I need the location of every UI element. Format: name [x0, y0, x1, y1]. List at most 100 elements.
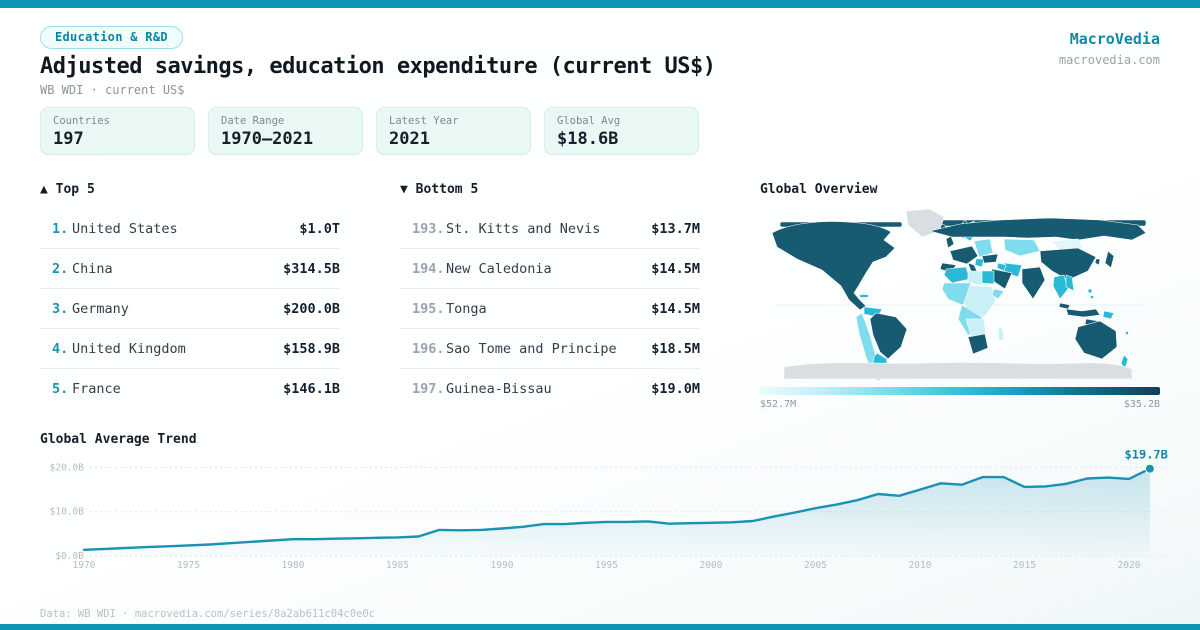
iraq [996, 262, 1007, 272]
table-row: 5. France $146.1B [40, 369, 340, 409]
rank-number: 194. [412, 260, 445, 277]
trend-heading: Global Average Trend [40, 432, 197, 447]
table-row: 1. United States $1.0T [40, 209, 340, 249]
country-name: Guinea-Bissau [446, 381, 552, 397]
south-africa [967, 333, 989, 355]
east-africa [963, 284, 997, 318]
rank-number: 193. [412, 220, 445, 237]
trend-line-chart: $0.0B $10.0B $20.0B 1970 1975 1980 1985 1990 199… [50, 450, 1168, 571]
indonesia [1065, 308, 1101, 318]
top5-list: 1. United States $1.0T 2. China $314.5B … [40, 209, 340, 409]
philippines-south [1090, 295, 1094, 299]
country-name: United Kingdom [72, 340, 186, 357]
united-kingdom [945, 235, 955, 249]
brand-domain: macrovedia.com [1058, 53, 1160, 67]
svg-text:1990: 1990 [491, 560, 514, 571]
horn-of-africa [991, 288, 1005, 300]
svg-text:2010: 2010 [909, 560, 932, 571]
rank-number: 1. [52, 220, 69, 237]
balkans [974, 258, 985, 268]
choropleth-legend-gradient [760, 387, 1160, 395]
top5-heading: ▲ Top 5 [40, 182, 95, 197]
country-name: Tonga [446, 300, 487, 317]
country-name: St. Kitts and Nevis [446, 220, 601, 237]
footer-source-text: Data: WB WDI · macrovedia.com/series/8a2… [40, 608, 376, 620]
svg-text:1995: 1995 [595, 560, 618, 571]
korea [1094, 258, 1101, 266]
central-asia [1003, 238, 1041, 257]
country-value: $1.0T [299, 220, 340, 237]
map-heading: Global Overview [760, 182, 878, 197]
bottom5-list: 193. St. Kitts and Nevis $13.7M 194. New… [400, 209, 700, 409]
brazil [869, 312, 908, 360]
stat-label: Countries [53, 115, 110, 127]
egypt [981, 270, 995, 285]
table-row: 195. Tonga $14.5M [400, 289, 700, 329]
madagascar [997, 326, 1005, 342]
svg-text:$20.0B: $20.0B [50, 462, 85, 473]
papua-new-guinea [1102, 310, 1115, 320]
new-caledonia [1125, 331, 1129, 335]
india [1021, 266, 1046, 300]
bottom5-heading: ▼ Bottom 5 [400, 182, 479, 197]
svg-text:2015: 2015 [1013, 560, 1036, 571]
country-value: $14.5M [651, 300, 700, 317]
stat-card-latest-year: Latest Year 2021 [376, 107, 531, 155]
global-overview-panel: Global Overview [760, 182, 1160, 410]
table-row: 197. Guinea-Bissau $19.0M [400, 369, 700, 409]
table-row: 193. St. Kitts and Nevis $13.7M [400, 209, 700, 249]
table-row: 4. United Kingdom $158.9B [40, 329, 340, 369]
brand-block: MacroVedia macrovedia.com [1059, 30, 1160, 67]
brand-name: MacroVedia [1069, 30, 1160, 48]
rank-number: 2. [52, 260, 69, 277]
top-accent-bar [0, 0, 1200, 8]
country-value: $18.5M [651, 340, 700, 357]
svg-text:$19.7B: $19.7B [1125, 450, 1168, 462]
country-value: $13.7M [651, 220, 700, 237]
country-name: China [72, 260, 113, 277]
country-name: France [72, 381, 121, 397]
svg-text:2005: 2005 [804, 560, 827, 571]
stat-value: 1970–2021 [221, 129, 314, 149]
stat-label: Date Range [221, 115, 285, 127]
russia [929, 217, 1147, 241]
australia [1074, 320, 1118, 360]
turkey [981, 253, 999, 264]
north-america [771, 221, 896, 311]
eastern-europe [973, 238, 994, 258]
table-row: 3. Germany $200.0B [40, 289, 340, 329]
country-value: $19.0M [651, 381, 700, 397]
country-name: Germany [72, 300, 129, 317]
stat-card-row: Countries 197 Date Range 1970–2021 Lates… [40, 107, 699, 155]
bottom5-panel: ▼ Bottom 5 193. St. Kitts and Nevis $13.… [400, 182, 700, 409]
philippines [1087, 288, 1093, 294]
svg-text:$10.0B: $10.0B [50, 507, 85, 518]
country-value: $200.0B [283, 300, 340, 317]
rank-number: 197. [412, 381, 445, 397]
category-badge: Education & R&D [40, 26, 183, 49]
svg-text:2020: 2020 [1118, 560, 1141, 571]
svg-text:1985: 1985 [386, 560, 409, 571]
country-name: Sao Tome and Principe [446, 340, 617, 357]
vietnam [1065, 274, 1075, 292]
stat-card-countries: Countries 197 [40, 107, 195, 155]
country-value: $146.1B [283, 381, 340, 397]
table-row: 196. Sao Tome and Principe $18.5M [400, 329, 700, 369]
country-name: United States [72, 220, 178, 237]
svg-text:$0.0B: $0.0B [55, 551, 84, 562]
legend-min-label: $52.7M [760, 399, 797, 410]
rank-number: 3. [52, 300, 69, 317]
country-name: New Caledonia [446, 260, 552, 277]
japan [1104, 250, 1115, 269]
table-row: 194. New Caledonia $14.5M [400, 249, 700, 289]
stat-value: $18.6B [557, 129, 619, 149]
stat-label: Global Avg [557, 115, 621, 127]
country-value: $158.9B [283, 340, 340, 357]
page-subtitle: WB WDI · current US$ [40, 83, 185, 97]
rank-number: 195. [412, 300, 445, 317]
china [1039, 247, 1097, 281]
rank-number: 4. [52, 340, 69, 357]
stat-card-date-range: Date Range 1970–2021 [208, 107, 363, 155]
rank-number: 5. [52, 381, 69, 397]
